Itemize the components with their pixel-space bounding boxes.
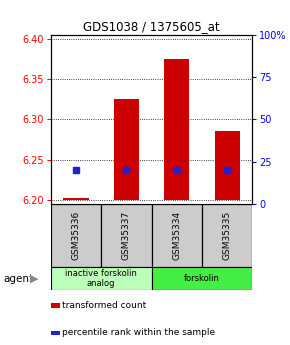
Text: transformed count: transformed count xyxy=(62,301,146,310)
Bar xyxy=(51,331,60,335)
Text: ▶: ▶ xyxy=(30,274,39,284)
Bar xyxy=(101,204,151,267)
Bar xyxy=(51,267,151,290)
Text: forskolin: forskolin xyxy=(184,274,220,283)
Bar xyxy=(215,131,240,200)
Bar xyxy=(151,267,252,290)
Text: agent: agent xyxy=(3,274,33,284)
Bar xyxy=(164,59,189,200)
Bar xyxy=(51,204,101,267)
Title: GDS1038 / 1375605_at: GDS1038 / 1375605_at xyxy=(83,20,220,33)
Text: GSM35334: GSM35334 xyxy=(172,211,181,260)
Bar xyxy=(63,198,88,200)
Text: inactive forskolin
analog: inactive forskolin analog xyxy=(65,269,137,288)
Text: GSM35337: GSM35337 xyxy=(122,211,131,260)
Bar xyxy=(151,204,202,267)
Bar xyxy=(114,99,139,200)
Text: GSM35335: GSM35335 xyxy=(223,211,232,260)
Bar xyxy=(51,303,60,308)
Bar xyxy=(202,204,252,267)
Text: percentile rank within the sample: percentile rank within the sample xyxy=(62,328,215,337)
Text: GSM35336: GSM35336 xyxy=(71,211,80,260)
